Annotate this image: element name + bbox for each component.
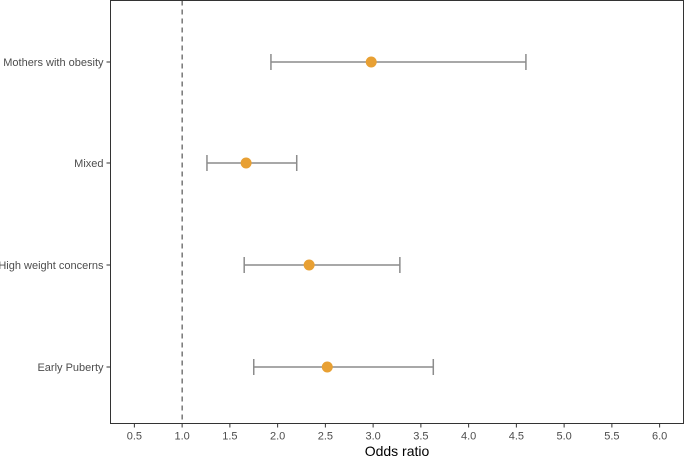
x-tick-label: 1.0: [174, 431, 189, 443]
point-estimate: [240, 157, 252, 169]
y-axis: Mothers with obesity Mixed High weight con…: [0, 57, 111, 374]
y-tick-label: High weight concerns: [0, 260, 104, 272]
y-tick-label: Early Puberty: [37, 362, 104, 374]
x-tick-label: 1.5: [222, 431, 237, 443]
x-axis: 0.5 1.0 1.5 2.0 2.5 3.0 3.5 4.0 4.5 5.0 5.5 6.0: [127, 423, 667, 443]
x-tick-label: 4.5: [509, 431, 524, 443]
x-tick-label: 6.0: [652, 431, 667, 443]
y-tick-label: Mothers with obesity: [3, 57, 104, 69]
y-tick-label: Mixed: [74, 158, 103, 170]
row-2: [243, 257, 401, 273]
x-tick-label: 5.5: [604, 431, 619, 443]
row-0: [270, 54, 527, 70]
point-estimate: [321, 361, 333, 373]
x-tick-label: 0.5: [127, 431, 142, 443]
point-estimate: [365, 56, 377, 68]
x-tick-label: 5.0: [556, 431, 571, 443]
x-axis-title: Odds ratio: [365, 443, 430, 458]
x-tick-label: 3.0: [365, 431, 380, 443]
row-3: [253, 359, 435, 375]
row-1: [206, 155, 298, 171]
x-tick-label: 4.0: [461, 431, 476, 443]
point-estimate: [303, 259, 315, 271]
plot-panel: [110, 0, 684, 424]
x-tick-label: 2.5: [318, 431, 333, 443]
x-tick-label: 3.5: [413, 431, 428, 443]
x-tick-label: 2.0: [270, 431, 285, 443]
data-marks: [206, 54, 527, 375]
